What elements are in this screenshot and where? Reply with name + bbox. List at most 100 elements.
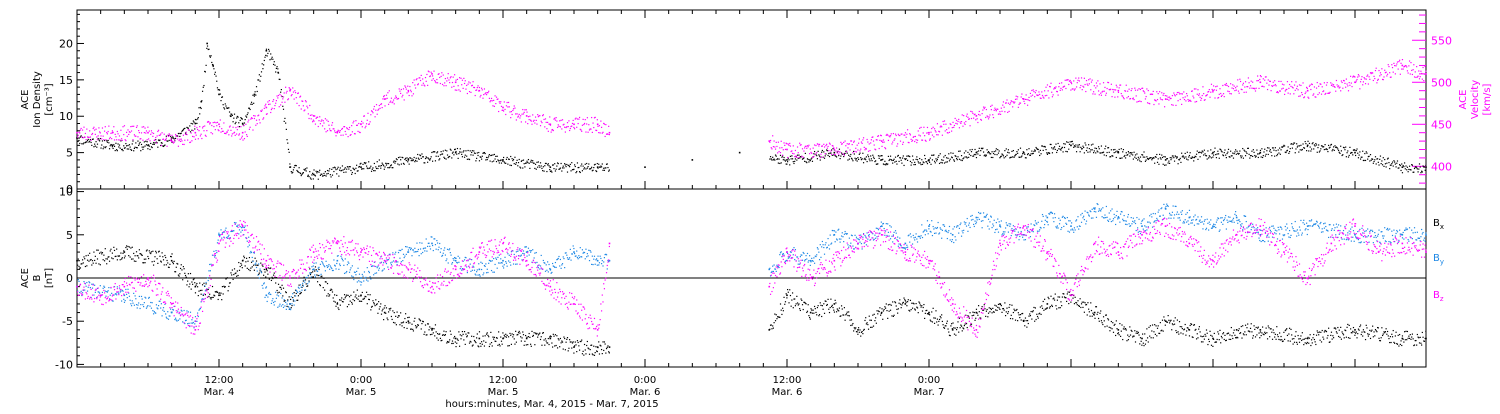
bx-series <box>76 245 1427 356</box>
velocity-ytick-label: 500 <box>1431 76 1452 89</box>
bx-series-point <box>408 320 410 322</box>
density-series-point <box>739 152 741 154</box>
by-series-point <box>337 260 339 262</box>
bx-series-point <box>905 303 907 305</box>
by-series-point <box>1425 234 1427 236</box>
density-series-point <box>1402 166 1404 168</box>
xtick-label: 0:00 <box>918 375 940 386</box>
xtick-sublabel: Mar. 6 <box>772 387 803 398</box>
legend-bz: Bz <box>1433 290 1444 303</box>
bz-series-point <box>1354 225 1356 227</box>
velocity-series <box>76 59 1427 158</box>
by-series-point <box>928 225 930 227</box>
bz-series-point <box>266 260 268 262</box>
bx-series-point <box>455 338 457 340</box>
bz-series-point <box>337 243 339 245</box>
density-series <box>76 43 1427 180</box>
bfield-ytick-label: 0 <box>66 272 73 285</box>
bx-series-point <box>195 286 197 288</box>
velocity-series-point <box>266 107 268 109</box>
density-axis-label: ACEIon Density[cm⁻³] <box>20 71 55 128</box>
bz-series-point <box>857 243 859 245</box>
velocity-ytick-label: 450 <box>1431 118 1452 131</box>
density-ytick-label: 5 <box>66 147 73 160</box>
bz-series-point <box>1283 251 1285 253</box>
velocity-series-point <box>242 132 244 134</box>
by-series-point <box>597 260 599 262</box>
density-series-point <box>266 50 268 52</box>
by-series-point <box>266 294 268 296</box>
density-series-point <box>1354 152 1356 154</box>
velocity-series-point <box>289 90 291 92</box>
bz-series-point <box>1023 225 1025 227</box>
bx-series-point <box>834 303 836 305</box>
x-axis-title: hours:minutes, Mar. 4, 2015 - Mar. 7, 20… <box>445 399 658 410</box>
density-series-point <box>786 159 788 161</box>
bx-series-point <box>1094 312 1096 314</box>
xtick-sublabel: Mar. 5 <box>488 387 519 398</box>
velocity-series-point <box>597 123 599 125</box>
xtick-sublabel: Mar. 5 <box>346 387 377 398</box>
velocity-series-point <box>834 149 836 151</box>
legend-bx: Bx <box>1433 218 1444 231</box>
velocity-series-point <box>526 115 528 117</box>
density-series-point <box>692 159 694 161</box>
bz-series-point <box>1331 243 1333 245</box>
velocity-series-point <box>195 132 197 134</box>
bfield-ytick-label: 5 <box>66 229 73 242</box>
by-series-point <box>573 251 575 253</box>
bx-series-point <box>786 294 788 296</box>
velocity-axis-label: ACEVelocity[km/s] <box>1458 80 1493 119</box>
xtick-label: 0:00 <box>350 375 372 386</box>
xtick-sublabel: Mar. 7 <box>914 387 945 398</box>
legend-by-sub: y <box>1440 258 1444 266</box>
bx-series-point <box>1354 329 1356 331</box>
density-axis-label-line: Ion Density <box>32 71 43 128</box>
xtick-sublabel: Mar. 6 <box>630 387 661 398</box>
bz-series-point <box>1118 251 1120 253</box>
by-series-point <box>1260 234 1262 236</box>
bz-series-point <box>431 286 433 288</box>
density-axis-label-line: [cm⁻³] <box>44 83 55 115</box>
velocity-series-point <box>573 123 575 125</box>
by-series-point <box>1236 217 1238 219</box>
velocity-series-point <box>1402 65 1404 67</box>
velocity-series-point <box>455 81 457 83</box>
bz-series-point <box>952 303 954 305</box>
by-series-point <box>905 243 907 245</box>
density-ytick-label: 20 <box>59 37 73 50</box>
bz-series-point <box>1070 294 1072 296</box>
density-series-point <box>195 123 197 125</box>
bx-series-point <box>1236 329 1238 331</box>
velocity-series-point <box>1307 90 1309 92</box>
bz-series-point <box>1402 243 1404 245</box>
bx-series-point <box>479 338 481 340</box>
bx-series-point <box>1141 338 1143 340</box>
bz-series-point <box>313 251 315 253</box>
bz-series-point <box>1047 251 1049 253</box>
velocity-series-point <box>147 132 149 134</box>
bz-series-point <box>479 251 481 253</box>
density-velocity-panel-frame <box>77 10 1426 189</box>
by-series <box>76 203 1427 328</box>
velocity-ytick-label: 400 <box>1431 160 1452 173</box>
density-series-point <box>206 43 208 45</box>
by-series-point <box>360 277 362 279</box>
bx-series-point <box>857 329 859 331</box>
velocity-series-point <box>1070 81 1072 83</box>
density-ytick-label: 15 <box>59 74 73 87</box>
bz-series-point <box>597 329 599 331</box>
bz-series-point <box>976 329 978 331</box>
by-series-point <box>1141 225 1143 227</box>
by-series-point <box>952 234 954 236</box>
bx-series-point <box>124 251 126 253</box>
bz-series-point <box>1141 234 1143 236</box>
density-series-point <box>218 94 220 96</box>
bx-series-point <box>76 260 78 262</box>
density-series-point <box>360 166 362 168</box>
velocity-series-point <box>218 123 220 125</box>
xtick-label: 12:00 <box>773 375 802 386</box>
by-series-point <box>124 294 126 296</box>
legend-bz-sub: z <box>1440 295 1444 303</box>
